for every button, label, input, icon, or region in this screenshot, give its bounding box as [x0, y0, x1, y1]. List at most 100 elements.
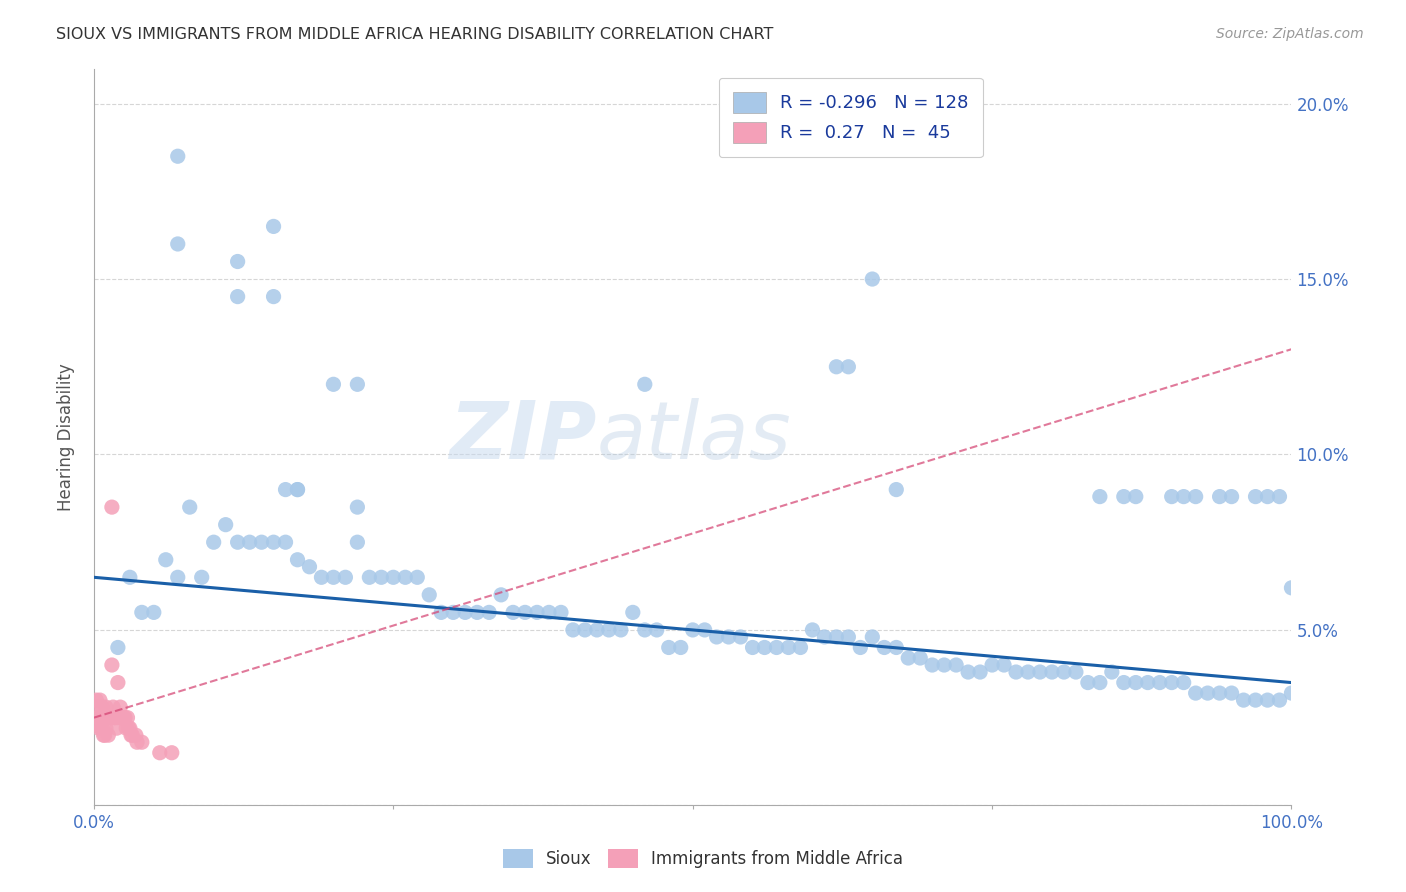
Point — [370, 570, 392, 584]
Point — [801, 623, 824, 637]
Point — [1029, 665, 1052, 679]
Point — [957, 665, 980, 679]
Point — [93, 728, 115, 742]
Point — [730, 630, 752, 644]
Point — [100, 711, 122, 725]
Point — [125, 728, 148, 742]
Point — [598, 623, 620, 637]
Point — [934, 658, 956, 673]
Point — [860, 272, 883, 286]
Point — [118, 721, 141, 735]
Point — [1088, 675, 1111, 690]
Point — [1208, 490, 1230, 504]
Point — [108, 711, 131, 725]
Point — [131, 606, 153, 620]
Point — [430, 606, 453, 620]
Point — [107, 675, 129, 690]
Point — [993, 658, 1015, 673]
Point — [1268, 693, 1291, 707]
Point — [1268, 490, 1291, 504]
Point — [121, 728, 143, 742]
Point — [114, 711, 136, 725]
Point — [1256, 693, 1278, 707]
Point — [382, 570, 405, 584]
Point — [908, 651, 931, 665]
Point — [226, 290, 249, 304]
Point — [101, 658, 124, 673]
Point — [190, 570, 212, 584]
Point — [754, 640, 776, 655]
Point — [1220, 490, 1243, 504]
Point — [125, 735, 148, 749]
Point — [104, 711, 127, 725]
Point — [669, 640, 692, 655]
Text: Source: ZipAtlas.com: Source: ZipAtlas.com — [1216, 27, 1364, 41]
Point — [110, 700, 132, 714]
Point — [263, 219, 285, 234]
Point — [311, 570, 333, 584]
Point — [226, 254, 249, 268]
Point — [87, 711, 110, 725]
Point — [287, 483, 309, 497]
Point — [1125, 490, 1147, 504]
Point — [120, 728, 142, 742]
Point — [945, 658, 967, 673]
Point — [263, 290, 285, 304]
Point — [502, 606, 524, 620]
Point — [1160, 490, 1182, 504]
Point — [86, 711, 108, 725]
Point — [526, 606, 548, 620]
Point — [1040, 665, 1063, 679]
Point — [89, 711, 111, 725]
Point — [359, 570, 381, 584]
Point — [86, 700, 108, 714]
Point — [298, 559, 321, 574]
Point — [406, 570, 429, 584]
Legend: R = -0.296   N = 128, R =  0.27   N =  45: R = -0.296 N = 128, R = 0.27 N = 45 — [718, 78, 983, 157]
Point — [1244, 490, 1267, 504]
Point — [335, 570, 357, 584]
Point — [550, 606, 572, 620]
Point — [118, 721, 141, 735]
Point — [1017, 665, 1039, 679]
Point — [1281, 581, 1303, 595]
Point — [101, 500, 124, 515]
Point — [155, 553, 177, 567]
Point — [513, 606, 536, 620]
Point — [741, 640, 763, 655]
Point — [561, 623, 583, 637]
Point — [346, 500, 368, 515]
Point — [789, 640, 811, 655]
Point — [1160, 675, 1182, 690]
Point — [682, 623, 704, 637]
Point — [441, 606, 464, 620]
Point — [1256, 490, 1278, 504]
Point — [621, 606, 644, 620]
Point — [418, 588, 440, 602]
Point — [1184, 490, 1206, 504]
Point — [634, 623, 657, 637]
Point — [921, 658, 943, 673]
Point — [93, 711, 115, 725]
Text: atlas: atlas — [598, 398, 792, 476]
Point — [778, 640, 800, 655]
Point — [115, 721, 138, 735]
Point — [117, 711, 139, 725]
Y-axis label: Hearing Disability: Hearing Disability — [58, 363, 75, 511]
Point — [107, 640, 129, 655]
Point — [897, 651, 920, 665]
Point — [884, 640, 907, 655]
Point — [1101, 665, 1123, 679]
Point — [1173, 675, 1195, 690]
Point — [274, 535, 297, 549]
Point — [103, 711, 125, 725]
Point — [149, 746, 172, 760]
Point — [1208, 686, 1230, 700]
Point — [160, 746, 183, 760]
Point — [465, 606, 488, 620]
Point — [110, 711, 132, 725]
Point — [634, 377, 657, 392]
Point — [94, 721, 117, 735]
Point — [825, 630, 848, 644]
Point — [969, 665, 991, 679]
